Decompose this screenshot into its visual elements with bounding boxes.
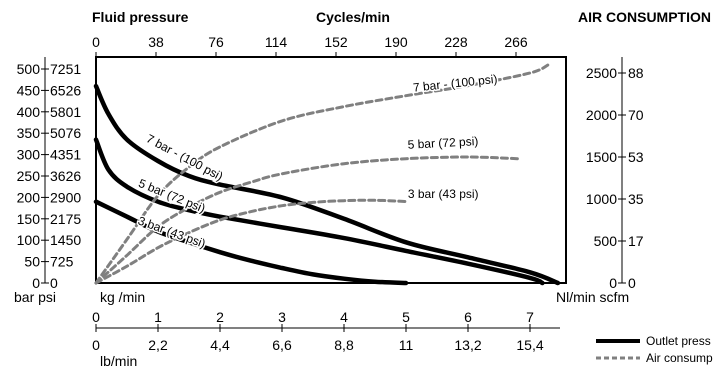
left-bar-tick-label: 50	[24, 254, 40, 270]
air-consumption-line-3	[94, 63, 551, 285]
left-bar-tick-label: 400	[17, 104, 41, 120]
top-tick-label: 38	[148, 34, 164, 50]
right-nl-tick-label: 0	[609, 275, 617, 291]
air-consumption-header: AIR CONSUMPTION	[578, 9, 711, 25]
outlet-curve-label-2: 3 bar (43 psi)	[136, 213, 207, 250]
series-layer	[93, 63, 561, 286]
right-scfm-tick-label: 53	[628, 149, 644, 165]
left-psi-tick-label: 1450	[50, 232, 81, 248]
legend-outlet-label: Outlet press	[646, 334, 711, 348]
kg-tick-label: 0	[92, 309, 100, 325]
top-tick-label: 114	[265, 34, 288, 50]
lb-tick-label: 2,2	[148, 337, 168, 353]
left-psi-tick-label: 6526	[50, 82, 81, 98]
left-bar-tick-label: 500	[17, 61, 41, 77]
lb-tick-label: 8,8	[334, 337, 354, 353]
right-nl-tick-label: 2500	[586, 65, 617, 81]
left-bar-tick-label: 450	[17, 82, 41, 98]
right-nl-tick-label: 2000	[586, 107, 617, 123]
lb-tick-label: 6,6	[272, 337, 292, 353]
left-bar-tick-label: 350	[17, 125, 41, 141]
right-ticks: 2500 88 2000 70 1500 53 1000 35 500 17 0 0	[586, 57, 644, 291]
left-psi-tick-label: 4351	[50, 147, 81, 163]
kg-tick-label: 6	[464, 309, 472, 325]
top-ticks: 0 38 76 114 152 190 228 266	[92, 34, 528, 57]
left-psi-tick-label: 2900	[50, 189, 81, 205]
bottom-ticks: 0 0 1 2,2 2 4,4 3 6,6 4 8,8 5 11 6 13,2 7 15,4	[92, 309, 544, 353]
outlet-pressure-line-1	[93, 137, 545, 286]
top-tick-label: 228	[444, 34, 468, 50]
left-psi-tick-label: 7251	[50, 61, 81, 77]
air-curve-label-3: 7 bar - (100 psi)	[412, 72, 498, 95]
kg-tick-label: 3	[278, 309, 286, 325]
top-tick-label: 152	[324, 34, 348, 50]
right-scfm-tick-label: 70	[628, 107, 644, 123]
left-bar-tick-label: 150	[17, 211, 41, 227]
air-consumption-line-5	[94, 198, 408, 285]
right-scfm-tick-label: 0	[628, 275, 636, 291]
kg-tick-label: 5	[402, 309, 410, 325]
air-curve-label-5: 3 bar (43 psi)	[408, 187, 479, 201]
left-unit-label: bar psi	[14, 289, 56, 305]
outlet-pressure-line-2	[93, 199, 409, 286]
right-nl-tick-label: 500	[594, 233, 618, 249]
lb-tick-label: 13,2	[454, 337, 481, 353]
left-bar-tick-label: 0	[32, 275, 40, 291]
kg-tick-label: 1	[154, 309, 162, 325]
left-psi-tick-label: 3626	[50, 168, 81, 184]
right-scfm-tick-label: 17	[628, 233, 644, 249]
right-scfm-tick-label: 88	[628, 65, 644, 81]
top-tick-label: 190	[384, 34, 408, 50]
fluid-pressure-header: Fluid pressure	[92, 9, 189, 25]
left-psi-tick-label: 5076	[50, 125, 81, 141]
cycles-header: Cycles/min	[316, 9, 390, 25]
right-nl-tick-label: 1000	[586, 191, 617, 207]
left-psi-tick-label: 725	[50, 254, 74, 270]
left-bar-tick-label: 250	[17, 168, 41, 184]
lb-tick-label: 11	[399, 337, 414, 353]
right-scfm-tick-label: 35	[628, 191, 644, 207]
legend: Outlet press Air consump	[596, 334, 713, 365]
lb-tick-label: 15,4	[516, 337, 543, 353]
outlet-pressure-line-0	[93, 83, 561, 286]
left-bar-tick-label: 200	[17, 189, 41, 205]
air-curve-label-4: 5 bar (72 psi)	[407, 134, 478, 152]
lb-axis-label: lb/min	[100, 353, 137, 369]
top-tick-label: 76	[208, 34, 224, 50]
left-psi-tick-label: 5801	[50, 104, 81, 120]
kg-tick-label: 4	[340, 309, 348, 325]
air-consumption-line-4	[94, 155, 520, 285]
right-nl-tick-label: 1500	[586, 149, 617, 165]
kg-tick-label: 2	[216, 309, 224, 325]
left-psi-tick-label: 0	[50, 275, 58, 291]
plot-frame	[95, 56, 567, 284]
lb-tick-label: 4,4	[210, 337, 230, 353]
kg-tick-label: 7	[526, 309, 534, 325]
left-psi-tick-label: 2175	[50, 211, 81, 227]
curve-label-layer: 7 bar - (100 psi) 5 bar (72 psi) 3 bar (43…	[135, 70, 500, 252]
kg-axis-label: kg /min	[100, 289, 145, 305]
lb-tick-label: 0	[92, 337, 100, 353]
right-unit-label: Nl/min scfm	[556, 289, 629, 305]
top-tick-label: 266	[504, 34, 528, 50]
legend-air-label: Air consump	[646, 351, 713, 365]
left-bar-tick-label: 300	[17, 147, 41, 163]
top-tick-label: 0	[92, 34, 100, 50]
left-bar-tick-label: 100	[17, 232, 41, 248]
